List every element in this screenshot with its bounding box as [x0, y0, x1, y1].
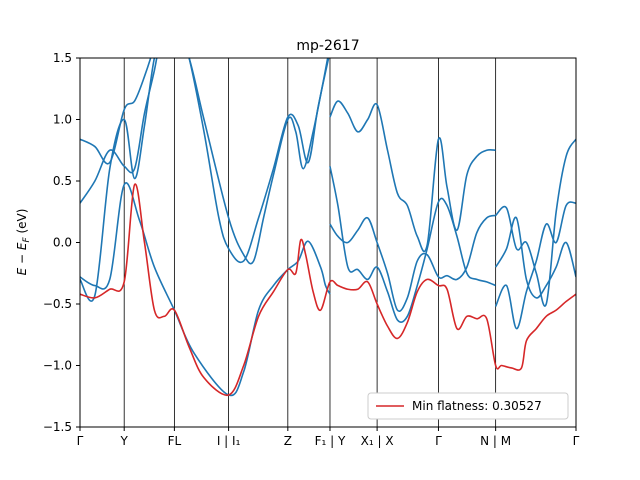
plot-area: −1.5 −1.0 −0.5 0.0 0.5 1.0 1.5 Γ Y FL I | I₁ Z F₁ | … [43, 51, 580, 448]
x-tick-label-0: Γ [77, 434, 84, 448]
y-tick-label-0: −1.5 [43, 420, 72, 434]
x-tick-label-7: Γ [435, 434, 442, 448]
y-tick-label-6: 1.5 [53, 51, 72, 65]
band-series-8 [495, 138, 576, 307]
legend-label: Min flatness: 0.30527 [412, 399, 542, 413]
curves-layer [80, 58, 576, 397]
band-series-6 [329, 214, 496, 312]
y-tick-label-5: 1.0 [53, 113, 72, 127]
band-series-7 [494, 201, 576, 330]
band-series-0 [80, 182, 331, 397]
y-tick-label-3: 0.0 [53, 236, 72, 250]
band-series-4 [329, 166, 496, 323]
x-tick-label-5: F₁ | Y [315, 434, 346, 448]
x-tick-label-3: I | I₁ [217, 434, 241, 448]
x-tick-label-6: X₁ | X [361, 434, 394, 448]
legend-box [367, 392, 569, 420]
y-tick-label-1: −1.0 [43, 359, 72, 373]
band-series-9 [494, 216, 576, 299]
y-axis-label: E − EF (eV) [15, 209, 32, 276]
x-tick-label-8: N | M [480, 434, 511, 448]
x-tick-label-1: Y [120, 434, 129, 448]
y-tick-label-2: −0.5 [43, 297, 72, 311]
x-tick-label-9: Γ [573, 434, 580, 448]
chart-title: mp-2617 [296, 38, 359, 54]
band-series-2 [80, 58, 330, 263]
x-tick-label-4: Z [284, 434, 292, 448]
band-series-5 [329, 100, 496, 253]
band-series-3 [80, 58, 156, 302]
x-tick-label-2: FL [168, 434, 182, 448]
y-tick-label-4: 0.5 [53, 174, 72, 188]
band-series-1 [80, 58, 329, 265]
band-series-10 [80, 183, 576, 396]
